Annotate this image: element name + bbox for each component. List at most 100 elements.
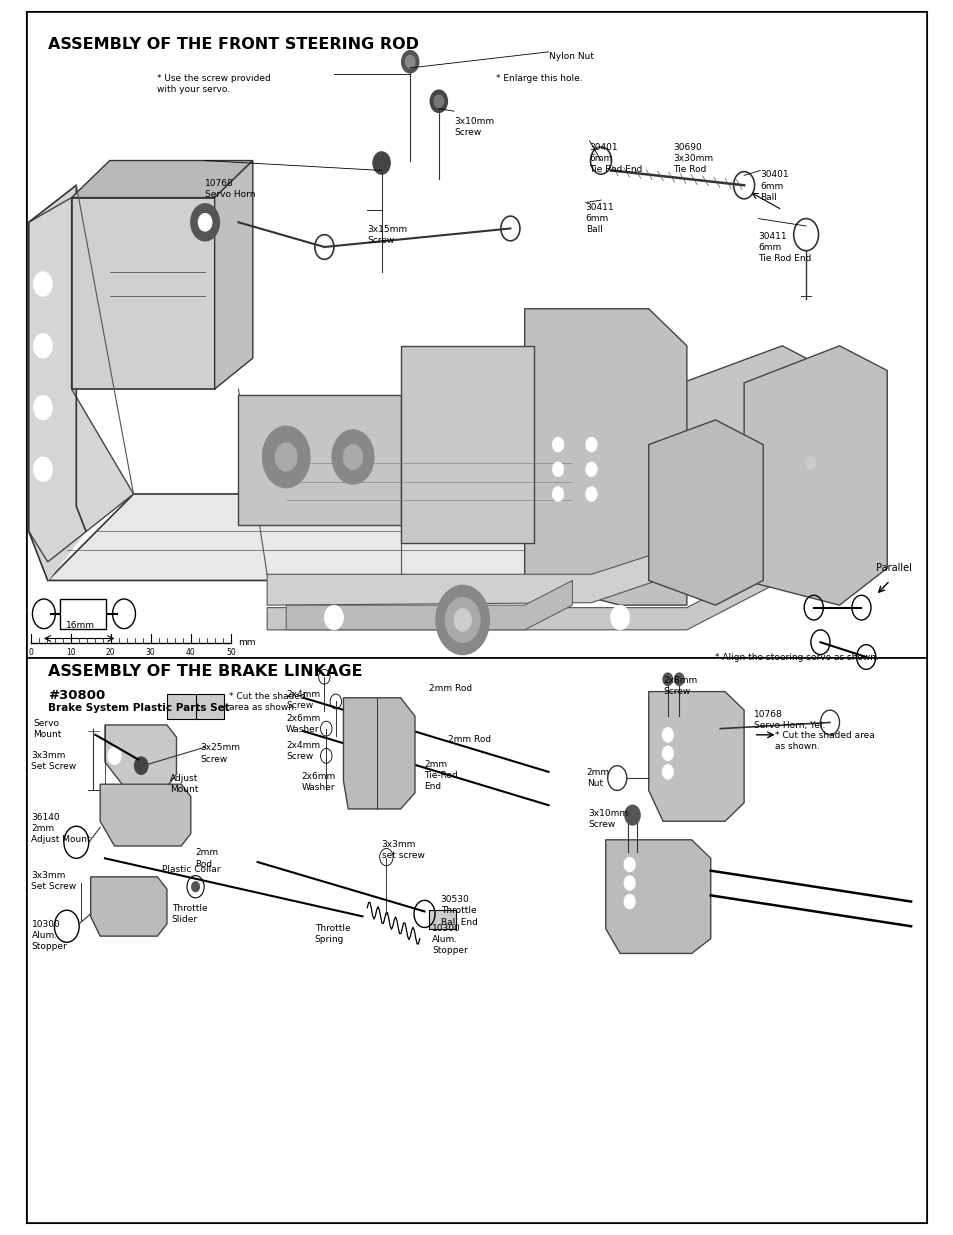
Circle shape	[33, 272, 52, 296]
Polygon shape	[524, 309, 686, 605]
Text: Nylon Nut: Nylon Nut	[548, 52, 593, 61]
Text: 3x3mm
Set Screw: 3x3mm Set Screw	[31, 871, 76, 890]
Text: 30411
6mm
Tie Rod End: 30411 6mm Tie Rod End	[758, 232, 811, 263]
Circle shape	[805, 457, 815, 469]
Text: Throttle
Spring: Throttle Spring	[314, 924, 350, 944]
Text: 10768
Servo Horn: 10768 Servo Horn	[205, 179, 255, 199]
Text: mm: mm	[238, 637, 255, 647]
Circle shape	[33, 457, 52, 482]
Text: 3x3mm
set screw: 3x3mm set screw	[381, 840, 424, 860]
Text: 10768
Servo Horn, Yel.: 10768 Servo Horn, Yel.	[753, 710, 824, 730]
Polygon shape	[48, 494, 686, 580]
Text: 30401
6mm
Tie Rod End: 30401 6mm Tie Rod End	[589, 143, 642, 174]
Text: 30530
Throttle
Ball End: 30530 Throttle Ball End	[440, 895, 477, 926]
Polygon shape	[743, 346, 886, 605]
Circle shape	[191, 204, 219, 241]
Circle shape	[552, 437, 563, 452]
Text: 2x8mm
Screw: 2x8mm Screw	[662, 676, 697, 695]
Circle shape	[445, 598, 479, 642]
Circle shape	[436, 585, 489, 655]
Polygon shape	[605, 840, 710, 953]
Text: Throttle
Slider: Throttle Slider	[172, 904, 207, 924]
Text: 2x6mm
Washer: 2x6mm Washer	[301, 772, 335, 792]
Polygon shape	[648, 420, 762, 605]
Text: 16mm: 16mm	[66, 621, 94, 630]
Polygon shape	[267, 543, 686, 605]
Text: Parallel: Parallel	[875, 563, 911, 573]
Polygon shape	[91, 877, 167, 936]
Circle shape	[198, 214, 212, 231]
Polygon shape	[591, 346, 877, 580]
Circle shape	[343, 445, 362, 469]
Text: 40: 40	[186, 648, 195, 657]
Bar	[60, 599, 106, 629]
Text: 2mm
Tie-Rod
End: 2mm Tie-Rod End	[424, 760, 457, 790]
Circle shape	[552, 462, 563, 477]
Bar	[429, 910, 456, 929]
Polygon shape	[286, 580, 572, 630]
Text: Servo
Mount: Servo Mount	[33, 719, 62, 739]
Text: 10300
Alum.
Stopper: 10300 Alum. Stopper	[432, 924, 467, 955]
Bar	[167, 694, 224, 719]
Circle shape	[324, 605, 343, 630]
Text: 36140
2mm
Adjust Mount: 36140 2mm Adjust Mount	[31, 813, 91, 844]
Circle shape	[739, 469, 748, 482]
Polygon shape	[71, 198, 214, 389]
Circle shape	[275, 443, 296, 471]
Text: ASSEMBLY OF THE FRONT STEERING ROD: ASSEMBLY OF THE FRONT STEERING ROD	[48, 37, 418, 52]
Text: 2x6mm
Washer: 2x6mm Washer	[286, 714, 320, 734]
Circle shape	[799, 448, 821, 478]
Polygon shape	[214, 161, 253, 389]
Polygon shape	[29, 198, 133, 562]
Text: #30800: #30800	[48, 689, 105, 703]
Polygon shape	[400, 346, 534, 543]
Circle shape	[467, 605, 486, 630]
Circle shape	[134, 757, 148, 774]
Text: 30401
6mm
Ball: 30401 6mm Ball	[760, 170, 788, 201]
Text: Adjust
Mount: Adjust Mount	[170, 774, 198, 794]
Circle shape	[623, 876, 635, 890]
Circle shape	[662, 673, 672, 685]
Text: 20: 20	[106, 648, 115, 657]
Circle shape	[192, 882, 199, 892]
Circle shape	[33, 395, 52, 420]
Text: 3x3mm
Set Screw: 3x3mm Set Screw	[31, 751, 76, 771]
Circle shape	[661, 727, 673, 742]
Text: 3x10mm
Screw: 3x10mm Screw	[454, 117, 494, 137]
Circle shape	[681, 482, 691, 494]
Text: 30411
6mm
Ball: 30411 6mm Ball	[585, 203, 614, 233]
Text: 2x4mm
Screw: 2x4mm Screw	[286, 741, 320, 761]
Text: * Cut the shaded area
as shown.: * Cut the shaded area as shown.	[774, 731, 874, 751]
Circle shape	[454, 609, 471, 631]
Text: 2mm Rod: 2mm Rod	[429, 684, 472, 693]
Text: 3x10mm
Screw: 3x10mm Screw	[588, 809, 628, 829]
Circle shape	[585, 462, 597, 477]
Circle shape	[585, 437, 597, 452]
Polygon shape	[238, 395, 400, 525]
Circle shape	[732, 461, 755, 490]
Text: 10: 10	[66, 648, 75, 657]
Text: 0: 0	[28, 648, 33, 657]
Circle shape	[33, 333, 52, 358]
Text: * Use the screw provided
with your servo.: * Use the screw provided with your servo…	[157, 74, 271, 94]
Text: 10300
Alum.
Stopper: 10300 Alum. Stopper	[31, 920, 67, 951]
Circle shape	[401, 51, 418, 73]
Polygon shape	[267, 546, 810, 630]
Polygon shape	[105, 725, 176, 787]
Circle shape	[108, 747, 121, 764]
Circle shape	[430, 90, 447, 112]
Text: * Align the steering servo as shown.: * Align the steering servo as shown.	[715, 653, 879, 662]
Circle shape	[674, 673, 683, 685]
Polygon shape	[29, 185, 86, 580]
Text: Brake System Plastic Parts Set: Brake System Plastic Parts Set	[48, 703, 230, 713]
Text: 2mm
Rod: 2mm Rod	[195, 848, 218, 868]
Circle shape	[552, 487, 563, 501]
Circle shape	[262, 426, 310, 488]
Circle shape	[434, 95, 443, 107]
Circle shape	[373, 152, 390, 174]
Polygon shape	[648, 692, 743, 821]
Circle shape	[623, 894, 635, 909]
Bar	[27, 12, 926, 657]
Text: 3x25mm
Screw: 3x25mm Screw	[200, 743, 240, 763]
Text: Plastic Collar: Plastic Collar	[162, 864, 220, 873]
